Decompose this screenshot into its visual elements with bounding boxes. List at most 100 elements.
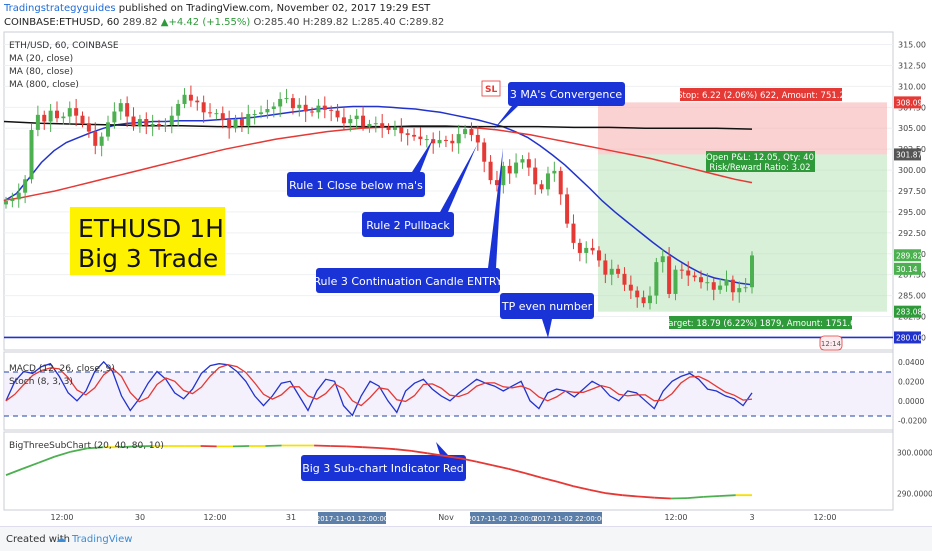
osc-tick: 0.0400: [898, 358, 924, 367]
candle: [444, 140, 448, 141]
candle: [578, 243, 582, 253]
tradingview-brand[interactable]: TradingView: [72, 534, 132, 545]
candle: [603, 260, 607, 274]
candle: [138, 119, 142, 127]
candle: [597, 250, 601, 260]
candle: [100, 137, 104, 146]
price-chart[interactable]: 315.00312.50310.00307.50305.00302.50300.…: [0, 0, 932, 526]
candle: [680, 270, 684, 271]
time-tick: 12:00: [813, 513, 836, 522]
osc-legend-stoch: Stoch (8, 3, 3): [9, 377, 73, 387]
candle: [412, 135, 416, 137]
candle: [501, 166, 505, 185]
candle: [591, 248, 595, 251]
callout-big3-sub-text: Big 3 Sub-chart Indicator Red: [302, 462, 464, 475]
candle: [527, 159, 531, 167]
candle: [686, 271, 690, 276]
sub-legend: BigThreeSubChart (20, 40, 80, 10): [9, 441, 164, 451]
candle: [297, 105, 301, 108]
candle: [42, 115, 46, 122]
pnl-line-1: Open P&L: 12.05, Qty: 40: [706, 153, 814, 163]
osc-legend-macd: MACD (12, 26, close, 9): [9, 364, 115, 374]
candle: [342, 117, 346, 123]
candle: [393, 127, 397, 130]
time-tick: 30: [135, 513, 145, 522]
title-line-2: Big 3 Trade: [78, 244, 218, 273]
candle: [693, 276, 697, 278]
candle: [36, 115, 40, 130]
candle: [278, 99, 282, 107]
subchart-segment: [314, 446, 330, 447]
subchart-segment: [703, 496, 719, 497]
candle: [125, 103, 129, 116]
candle: [163, 125, 167, 126]
price-tick: 297.50: [898, 187, 926, 196]
candle: [195, 101, 199, 103]
price-tick: 300.00: [898, 166, 926, 175]
candle: [642, 297, 646, 303]
candle: [157, 124, 161, 126]
candle: [214, 113, 218, 114]
candle: [336, 111, 340, 118]
candle: [93, 132, 97, 146]
candle: [418, 137, 422, 140]
candle: [737, 288, 741, 292]
osc-tick: 0.0000: [898, 397, 924, 406]
candle: [616, 269, 620, 274]
candle: [482, 142, 486, 161]
price-axis: 315.00312.50310.00307.50305.00302.50300.…: [898, 41, 926, 343]
time-tick: 31: [286, 513, 296, 522]
candle: [565, 194, 569, 223]
subchart-segment: [639, 497, 655, 498]
candle: [348, 119, 352, 123]
candle: [221, 113, 225, 120]
candle: [285, 98, 289, 99]
legend-ma20: MA (20, close): [9, 54, 73, 64]
time-highlight-text: 2017-11-02 22:00:00: [533, 515, 605, 523]
candle: [316, 106, 320, 113]
candle: [540, 184, 544, 189]
candle: [81, 116, 85, 124]
candle: [87, 123, 91, 131]
time-highlight-text: 2017-11-01 12:00:00: [316, 515, 388, 523]
candle: [17, 193, 21, 200]
callout-ma-convergence-text: 3 MA's Convergence: [510, 88, 623, 101]
subchart-segment: [379, 448, 395, 449]
candle: [49, 111, 53, 122]
candle: [514, 163, 518, 174]
price-tick: 315.00: [898, 41, 926, 50]
price-tag-entry-text: 301.87: [896, 150, 922, 159]
target-label: Target: 18.79 (6.22%) 1879, Amount: 1751…: [664, 319, 856, 329]
candle: [259, 112, 263, 114]
candle: [661, 256, 665, 262]
candle: [463, 129, 467, 134]
price-tick: 292.50: [898, 229, 926, 238]
candle: [183, 95, 187, 104]
candle: [724, 280, 728, 286]
time-highlight-text: 2017-11-02 12:00:00: [467, 515, 539, 523]
candle: [55, 111, 59, 119]
candle: [23, 179, 27, 192]
subchart-segment: [720, 495, 736, 496]
candle: [552, 171, 556, 174]
candle: [367, 124, 371, 127]
candle: [132, 117, 136, 127]
price-tag-target-text: 283.08: [896, 308, 922, 317]
legend-symbol: ETH/USD, 60, COINBASE: [9, 41, 119, 51]
candle: [508, 166, 512, 174]
legend-ma80: MA (80, close): [9, 67, 73, 77]
candle: [699, 277, 703, 282]
candle: [425, 139, 429, 140]
candle: [272, 106, 276, 109]
candle: [10, 199, 14, 201]
candle: [559, 171, 563, 194]
subchart-segment: [687, 497, 703, 498]
candle: [635, 291, 639, 298]
candle: [406, 133, 410, 135]
footer: Created with ☁ TradingView: [0, 526, 932, 551]
candle: [304, 105, 308, 112]
price-tag-last-text: 289.82: [896, 251, 922, 260]
